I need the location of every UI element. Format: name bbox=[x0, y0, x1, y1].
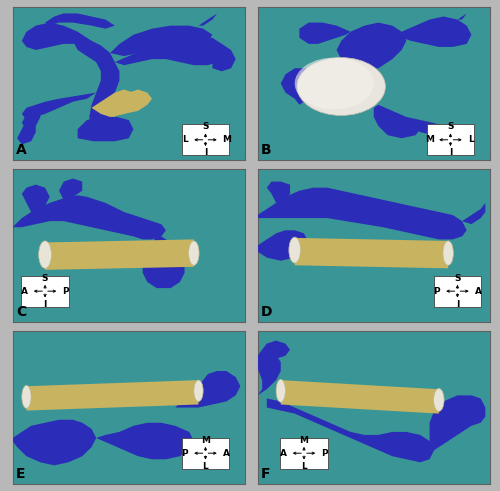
Polygon shape bbox=[258, 341, 290, 359]
Polygon shape bbox=[59, 179, 82, 200]
Polygon shape bbox=[198, 10, 222, 26]
Text: L: L bbox=[202, 462, 208, 471]
Text: S: S bbox=[42, 273, 48, 283]
Polygon shape bbox=[267, 398, 434, 463]
Text: A: A bbox=[474, 287, 482, 296]
Text: S: S bbox=[447, 122, 454, 132]
Ellipse shape bbox=[38, 241, 52, 268]
Ellipse shape bbox=[434, 388, 444, 411]
Polygon shape bbox=[17, 117, 36, 144]
Text: C: C bbox=[16, 304, 26, 319]
Text: E: E bbox=[16, 466, 26, 481]
Polygon shape bbox=[73, 38, 120, 137]
FancyBboxPatch shape bbox=[434, 275, 481, 307]
FancyBboxPatch shape bbox=[182, 437, 229, 469]
Polygon shape bbox=[281, 380, 439, 413]
Text: P: P bbox=[62, 287, 69, 296]
Ellipse shape bbox=[188, 241, 199, 265]
Polygon shape bbox=[176, 371, 240, 408]
Text: S: S bbox=[454, 273, 460, 283]
Text: A: A bbox=[21, 287, 28, 296]
Polygon shape bbox=[96, 423, 194, 459]
Polygon shape bbox=[258, 230, 308, 261]
Polygon shape bbox=[430, 395, 486, 450]
Polygon shape bbox=[22, 185, 50, 212]
Ellipse shape bbox=[194, 380, 203, 402]
Polygon shape bbox=[294, 238, 448, 268]
Polygon shape bbox=[406, 117, 444, 135]
Polygon shape bbox=[281, 68, 322, 105]
Text: P: P bbox=[182, 449, 188, 458]
Text: P: P bbox=[434, 287, 440, 296]
Circle shape bbox=[297, 57, 386, 115]
Ellipse shape bbox=[289, 237, 300, 263]
Polygon shape bbox=[258, 188, 467, 240]
FancyBboxPatch shape bbox=[427, 124, 474, 155]
Polygon shape bbox=[22, 93, 96, 120]
Polygon shape bbox=[336, 23, 406, 68]
Polygon shape bbox=[300, 23, 350, 44]
Text: I: I bbox=[456, 300, 459, 309]
FancyBboxPatch shape bbox=[22, 275, 69, 307]
Text: L: L bbox=[468, 136, 474, 144]
Text: A: A bbox=[16, 142, 26, 157]
Ellipse shape bbox=[276, 380, 285, 402]
Text: S: S bbox=[202, 122, 208, 132]
Ellipse shape bbox=[22, 385, 31, 409]
FancyBboxPatch shape bbox=[280, 437, 328, 469]
Polygon shape bbox=[212, 44, 236, 71]
Text: L: L bbox=[182, 136, 188, 144]
Text: P: P bbox=[322, 449, 328, 458]
Polygon shape bbox=[462, 203, 485, 224]
Polygon shape bbox=[110, 89, 152, 117]
Text: M: M bbox=[201, 436, 210, 445]
Text: M: M bbox=[222, 136, 230, 144]
Polygon shape bbox=[12, 195, 166, 240]
Polygon shape bbox=[142, 236, 184, 288]
Polygon shape bbox=[45, 240, 194, 270]
Polygon shape bbox=[78, 117, 134, 141]
Polygon shape bbox=[258, 353, 281, 395]
Polygon shape bbox=[374, 105, 420, 138]
Text: L: L bbox=[301, 462, 307, 471]
Polygon shape bbox=[26, 380, 198, 410]
Text: M: M bbox=[425, 136, 434, 144]
FancyBboxPatch shape bbox=[182, 124, 229, 155]
Text: A: A bbox=[222, 449, 230, 458]
Polygon shape bbox=[458, 10, 471, 20]
Text: I: I bbox=[449, 148, 452, 157]
Polygon shape bbox=[110, 26, 212, 56]
Text: I: I bbox=[44, 300, 46, 309]
Text: D: D bbox=[261, 304, 272, 319]
Ellipse shape bbox=[443, 241, 454, 265]
Text: I: I bbox=[204, 148, 207, 157]
Polygon shape bbox=[22, 105, 40, 129]
Polygon shape bbox=[12, 420, 96, 465]
Polygon shape bbox=[92, 89, 138, 117]
Polygon shape bbox=[402, 17, 471, 47]
Polygon shape bbox=[45, 13, 115, 28]
Text: F: F bbox=[261, 466, 270, 481]
Text: B: B bbox=[261, 142, 272, 157]
Polygon shape bbox=[22, 23, 92, 50]
Polygon shape bbox=[115, 35, 226, 65]
Text: A: A bbox=[280, 449, 286, 458]
Text: M: M bbox=[300, 436, 308, 445]
Polygon shape bbox=[267, 182, 290, 203]
Circle shape bbox=[294, 57, 374, 109]
